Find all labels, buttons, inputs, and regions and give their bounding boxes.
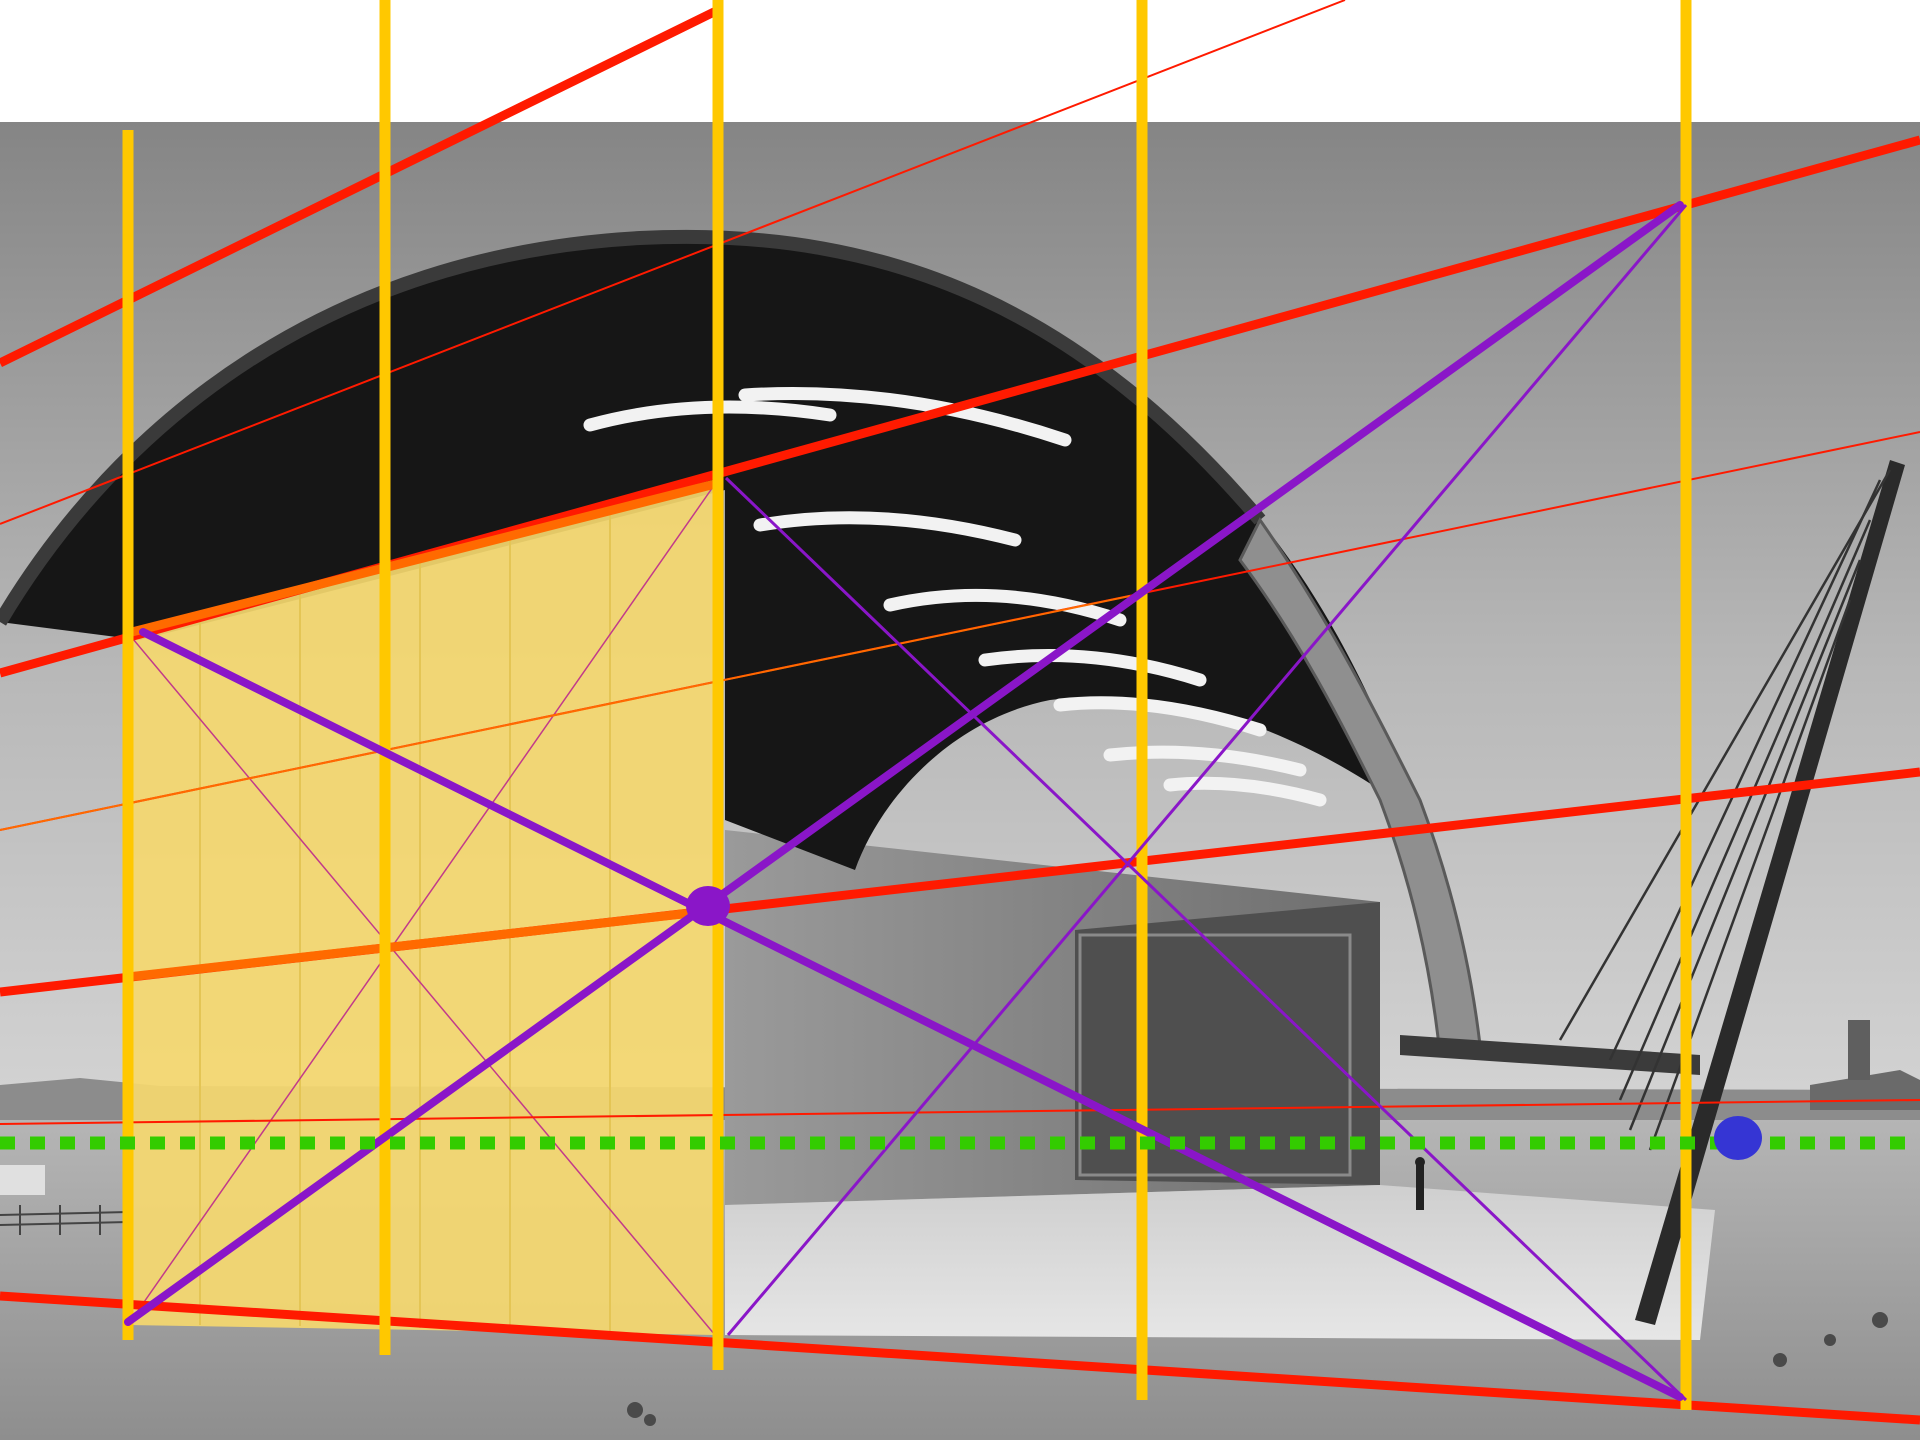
- person-head: [1415, 1157, 1425, 1167]
- cantilever-ledge: [1400, 1035, 1700, 1075]
- fence: [0, 1205, 131, 1235]
- purple-thick-diagonals: [124, 201, 1684, 1401]
- shelter-floor: [725, 1185, 1715, 1340]
- diagonal-mast: [1635, 460, 1905, 1325]
- blue-dot-icon: [1714, 1116, 1762, 1160]
- foreground-scrub: [627, 1312, 1888, 1426]
- stay-cables: [1558, 469, 1892, 1151]
- inner-wall: [1075, 902, 1380, 1185]
- thin-orange-guide: [0, 595, 1131, 831]
- roof-vault: [0, 236, 1405, 870]
- purple-dot-icon: [686, 886, 730, 926]
- purple-thin-diagonals: [724, 204, 1688, 1402]
- roof-skylights: [583, 386, 1327, 807]
- distant-tower: [1848, 1020, 1870, 1080]
- inner-wall-panel: [1078, 933, 1352, 1177]
- panel-thin-diagonals: [127, 483, 716, 1336]
- roof-rim: [0, 229, 1266, 626]
- small-outbuilding: [0, 1165, 45, 1195]
- orange-overlays: [126, 479, 717, 982]
- person-figure: [1416, 1165, 1424, 1210]
